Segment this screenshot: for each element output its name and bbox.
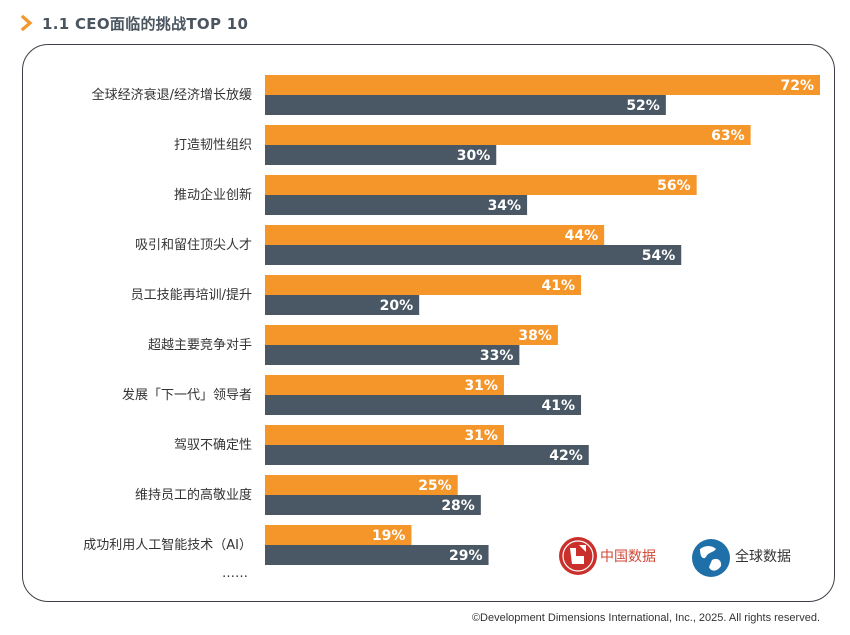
bar-china — [265, 375, 504, 395]
data-label: 42% — [549, 448, 583, 464]
bar-global — [265, 295, 420, 315]
legend-label-china: 中国数据 — [600, 549, 656, 565]
bar-global — [265, 95, 666, 115]
data-label: 56% — [657, 178, 691, 194]
category-label: 驾驭不确定性 — [174, 438, 252, 453]
bar-global — [265, 195, 528, 215]
copyright-footer: ©Development Dimensions International, I… — [471, 612, 820, 624]
section-heading: 1.1 CEO面临的挑战TOP 10 — [20, 12, 248, 34]
data-label: 54% — [642, 248, 676, 264]
page-title: 1.1 CEO面临的挑战TOP 10 — [42, 14, 249, 33]
ellipsis-text: …… — [222, 566, 248, 581]
bar-global — [265, 395, 582, 415]
category-label: 员工技能再培训/提升 — [131, 287, 252, 303]
category-label: 推动企业创新 — [174, 187, 252, 203]
bar-china — [265, 275, 582, 295]
data-label: 31% — [464, 378, 498, 394]
bar-china — [265, 75, 820, 95]
category-label: 超越主要竞争对手 — [148, 337, 252, 353]
data-label: 20% — [380, 298, 414, 314]
bar-china — [265, 425, 504, 445]
category-label: 成功利用人工智能技术（AI） — [83, 538, 252, 553]
bar-global — [265, 445, 589, 465]
globe-icon — [692, 539, 730, 577]
bar-china — [265, 475, 458, 495]
data-label: 19% — [372, 528, 406, 544]
category-label: 吸引和留住顶尖人才 — [135, 238, 252, 253]
bar-china — [265, 525, 412, 545]
bar-china — [265, 175, 697, 195]
bar-global — [265, 345, 520, 365]
legend-label-global: 全球数据 — [735, 548, 791, 565]
china-data-icon — [559, 537, 597, 575]
category-label: 发展「下一代」领导者 — [122, 387, 252, 403]
bar-global — [265, 495, 481, 515]
data-label: 33% — [480, 348, 514, 364]
legend-china: 中国数据 — [559, 537, 656, 575]
data-label: 44% — [565, 228, 599, 244]
data-label: 72% — [780, 78, 814, 94]
data-label: 29% — [449, 548, 483, 564]
bars-group: 全球经济衰退/经济增长放缓 72% 52% 打造韧性组织 63% 30% 推动企业创新 56%… — [83, 75, 820, 565]
data-label: 25% — [418, 478, 452, 494]
data-label: 34% — [488, 198, 522, 214]
data-label: 28% — [441, 498, 475, 514]
legend-global: 全球数据 — [692, 539, 791, 577]
chevron-right-icon — [20, 15, 33, 31]
data-label: 41% — [542, 278, 576, 294]
bar-global — [265, 545, 489, 565]
bar-global — [265, 245, 682, 265]
data-label: 41% — [542, 398, 576, 414]
data-label: 52% — [626, 98, 660, 114]
data-label: 31% — [464, 428, 498, 444]
bar-china — [265, 325, 558, 345]
chart-panel — [22, 44, 835, 602]
data-label: 63% — [711, 128, 745, 144]
category-label: 维持员工的高敬业度 — [135, 487, 252, 503]
data-label: 30% — [457, 148, 491, 164]
bar-china — [265, 225, 605, 245]
bar-global — [265, 145, 497, 165]
category-label: 全球经济衰退/经济增长放缓 — [92, 87, 252, 103]
category-label: 打造韧性组织 — [174, 138, 252, 153]
data-label: 38% — [518, 328, 552, 344]
bar-china — [265, 125, 751, 145]
